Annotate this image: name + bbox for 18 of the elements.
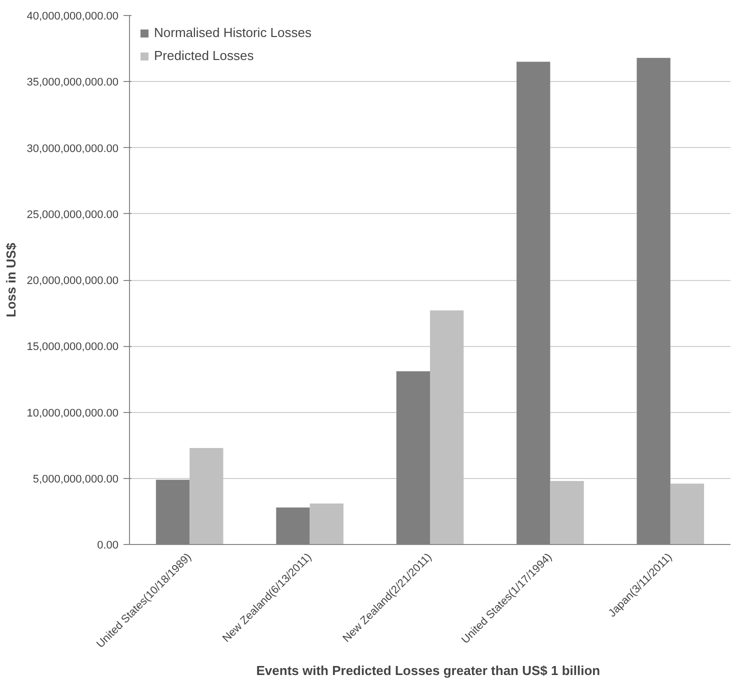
legend-label: Predicted Losses (154, 48, 254, 63)
bar (190, 448, 224, 544)
bar (310, 504, 344, 544)
y-tick-label: 35,000,000,000.00 (26, 76, 119, 89)
legend-label: Normalised Historic Losses (154, 25, 312, 40)
y-tick-label: 30,000,000,000.00 (26, 142, 119, 155)
y-tick-label: 20,000,000,000.00 (26, 275, 119, 287)
bar (670, 484, 704, 544)
y-tick-label: 0.00 (97, 540, 119, 552)
bar (550, 481, 584, 544)
y-tick-label: 25,000,000,000.00 (26, 208, 119, 221)
x-axis-title: Events with Predicted Losses greater than US$ 1 billion (256, 662, 600, 678)
y-axis-title: Loss in US$ (4, 242, 19, 318)
y-tick-label: 40,000,000,000.00 (26, 10, 119, 22)
bar (430, 310, 464, 544)
y-tick-label: 15,000,000,000.00 (26, 341, 119, 354)
y-tick-label: 5,000,000,000.00 (32, 473, 119, 486)
y-tick-label: 10,000,000,000.00 (26, 407, 119, 420)
